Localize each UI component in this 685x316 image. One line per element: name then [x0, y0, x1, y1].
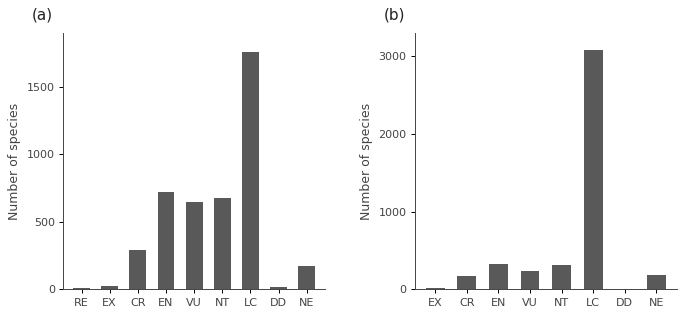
- Text: (b): (b): [384, 8, 405, 23]
- Bar: [214, 198, 231, 289]
- Bar: [489, 264, 508, 289]
- Bar: [158, 192, 175, 289]
- Bar: [73, 288, 90, 289]
- Bar: [186, 202, 203, 289]
- Bar: [647, 275, 666, 289]
- Bar: [129, 250, 147, 289]
- Bar: [101, 286, 118, 289]
- Bar: [584, 50, 603, 289]
- Bar: [426, 288, 445, 289]
- Bar: [270, 287, 287, 289]
- Bar: [552, 265, 571, 289]
- Bar: [299, 266, 315, 289]
- Text: (a): (a): [32, 8, 53, 23]
- Y-axis label: Number of species: Number of species: [360, 103, 373, 220]
- Bar: [458, 276, 476, 289]
- Bar: [521, 271, 539, 289]
- Y-axis label: Number of species: Number of species: [8, 103, 21, 220]
- Bar: [242, 52, 259, 289]
